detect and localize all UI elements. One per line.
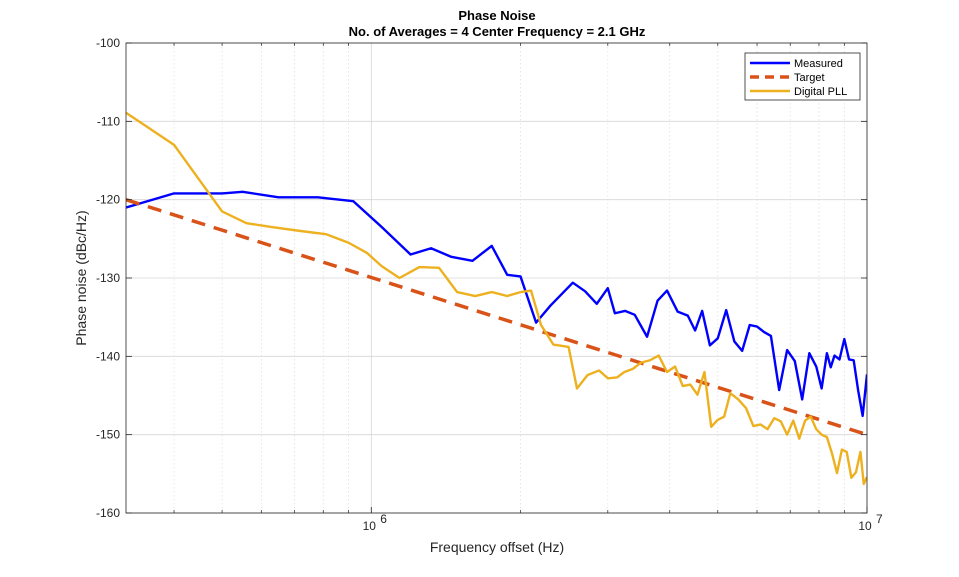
series-line-target bbox=[126, 198, 867, 437]
y-tick-label: -120 bbox=[96, 193, 120, 207]
y-tick-label: -100 bbox=[96, 36, 120, 50]
legend-label-measured: Measured bbox=[794, 58, 843, 70]
y-tick-label: -110 bbox=[97, 114, 120, 128]
legend: Measured Target Digital PLL bbox=[744, 52, 861, 101]
y-tick-label: -130 bbox=[96, 271, 120, 285]
x-axis-label: Frequency offset (Hz) bbox=[430, 539, 564, 555]
chart-title: Phase Noise bbox=[458, 8, 535, 23]
y-tick-label: -140 bbox=[96, 349, 120, 363]
x-tick-exponent: 6 bbox=[380, 512, 387, 526]
legend-label-digital-pll: Digital PLL bbox=[794, 86, 847, 98]
axis-ticks: 10 6 10 7-100-110-120-130-140-150-160 bbox=[96, 36, 883, 533]
series-line-measured bbox=[126, 190, 867, 418]
series-line-digital-pll bbox=[126, 111, 867, 486]
x-tick-label: 10 bbox=[363, 519, 377, 533]
chart-subtitle: No. of Averages = 4 Center Frequency = 2… bbox=[349, 24, 646, 39]
x-tick-exponent: 7 bbox=[876, 512, 883, 526]
y-tick-label: -150 bbox=[96, 428, 120, 442]
legend-label-target: Target bbox=[794, 72, 825, 84]
x-tick-label: 10 bbox=[858, 519, 872, 533]
series-lines bbox=[126, 111, 867, 486]
y-tick-label: -160 bbox=[96, 506, 120, 520]
y-axis-label: Phase noise (dBc/Hz) bbox=[73, 210, 89, 345]
